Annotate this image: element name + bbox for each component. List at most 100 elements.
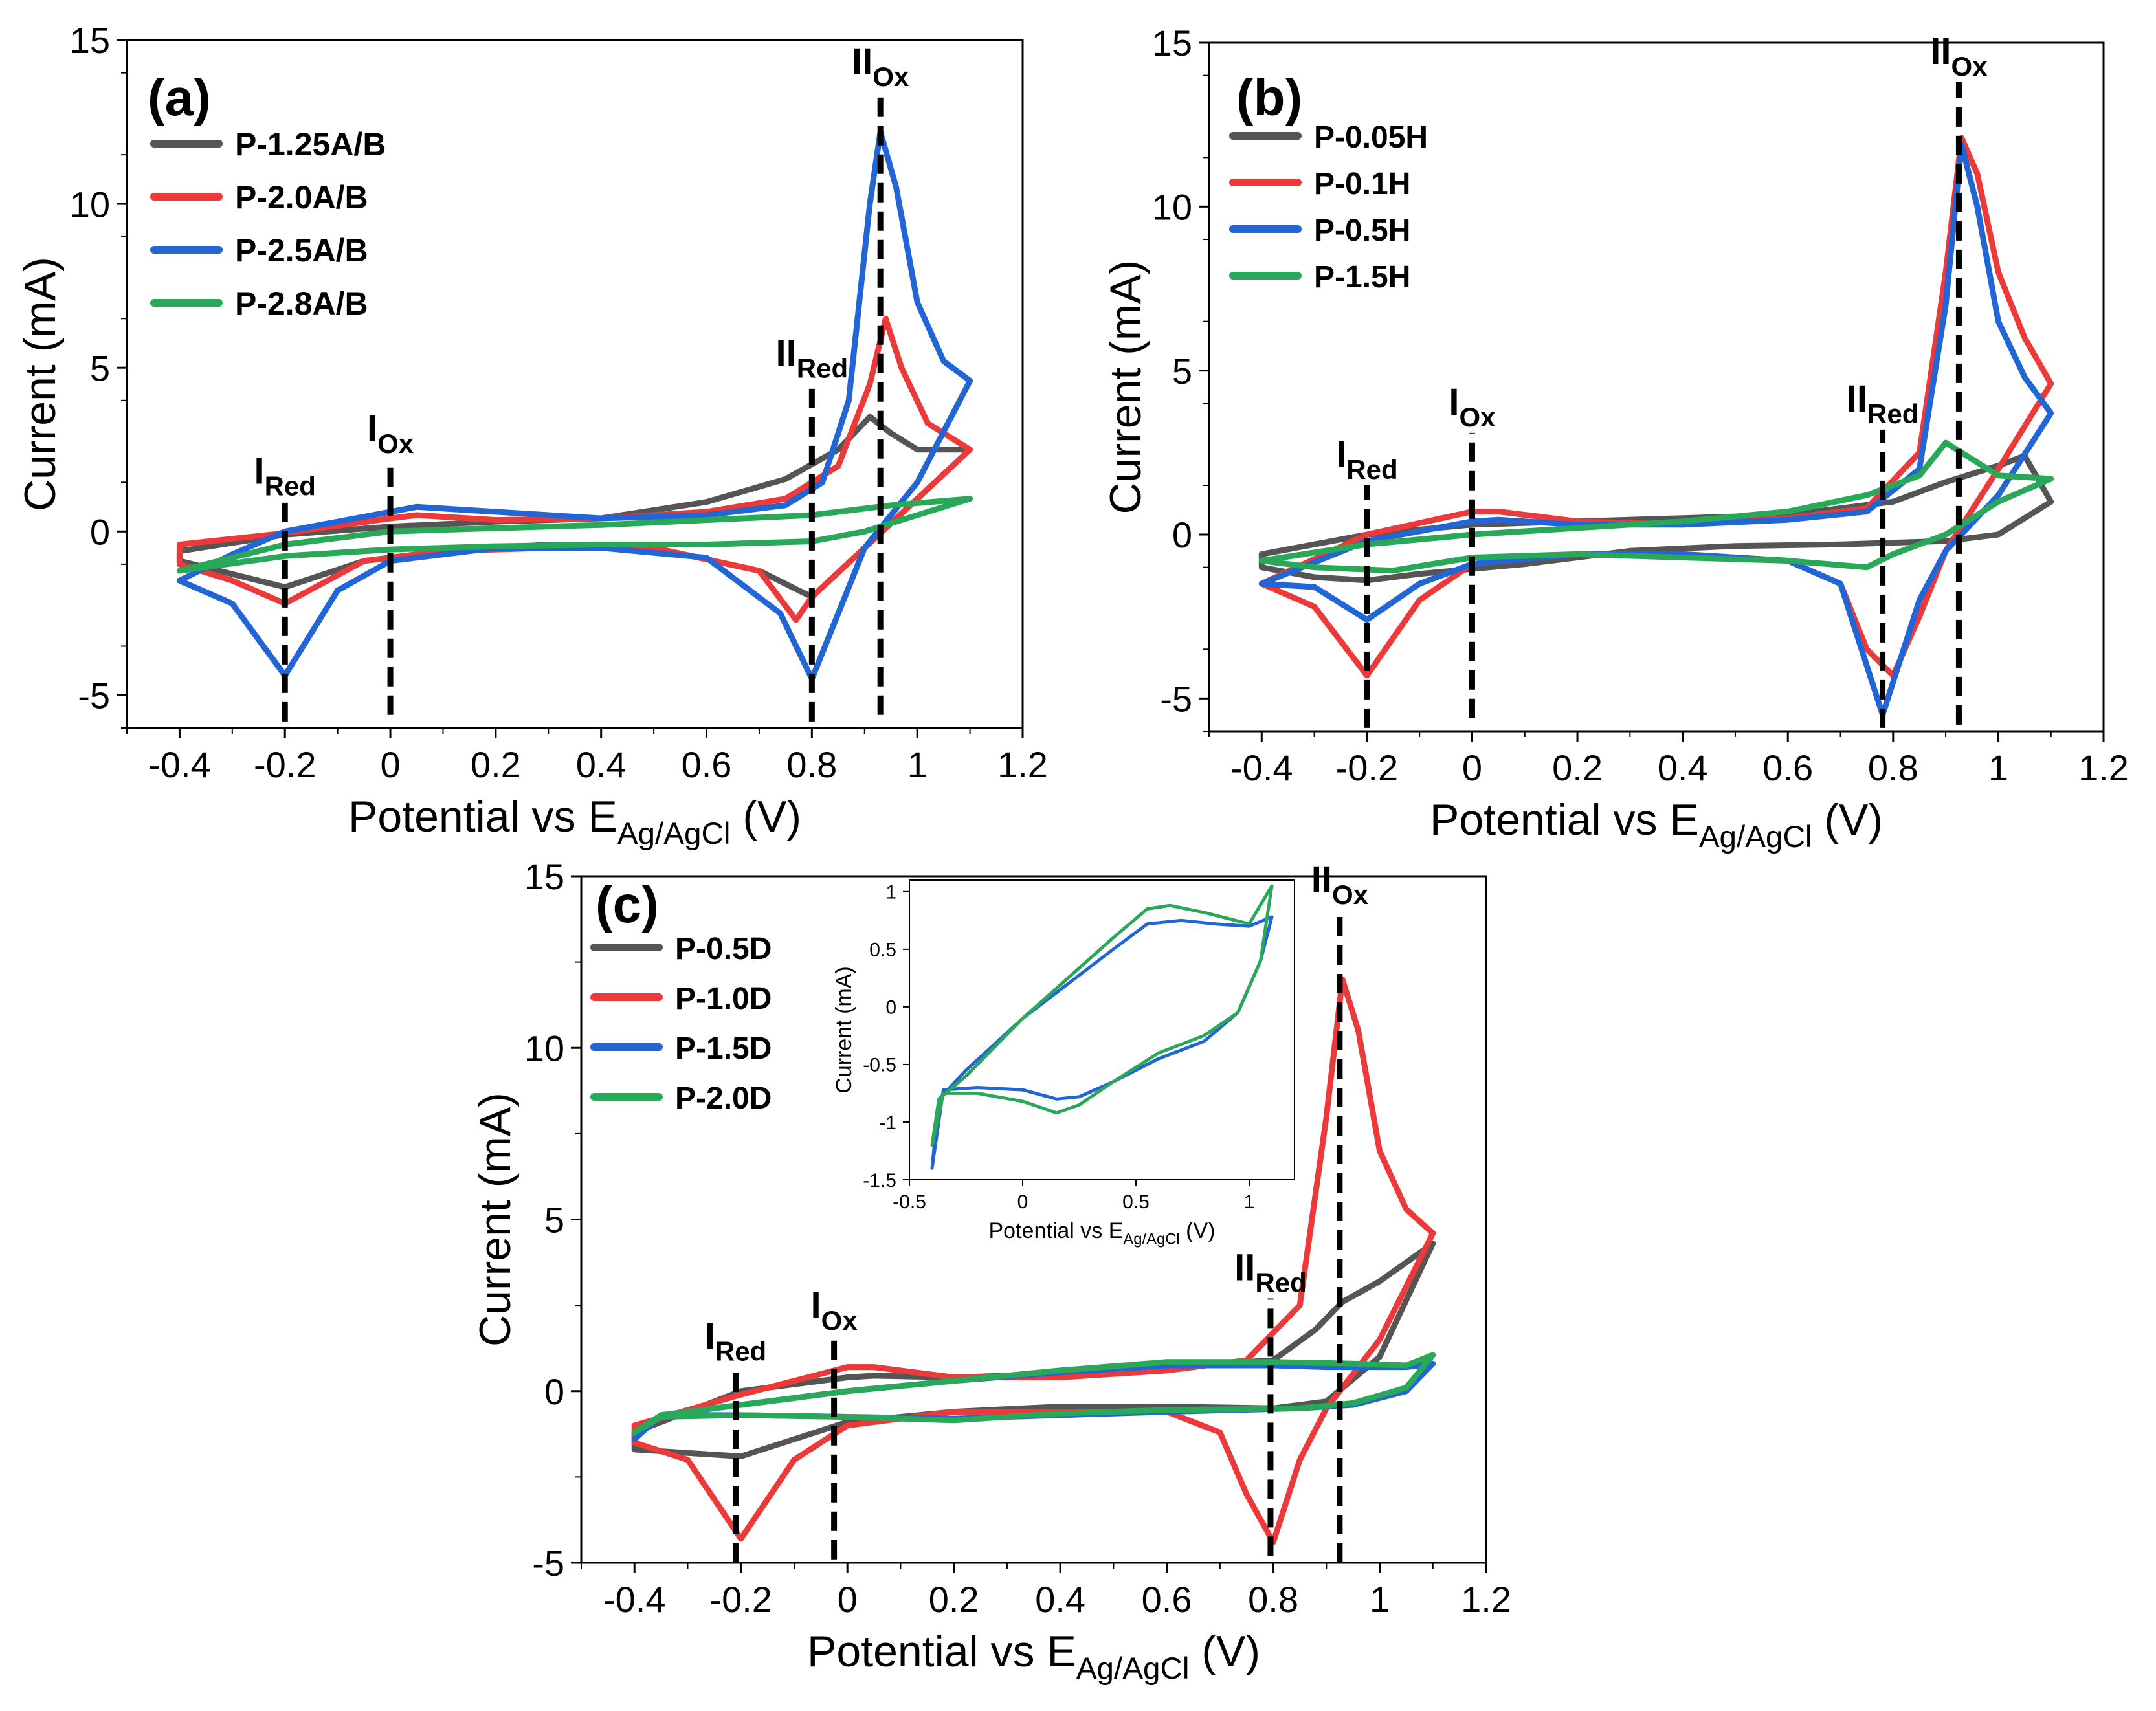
peak-marker-sub: Red xyxy=(1255,1268,1306,1298)
peak-marker-main: II xyxy=(1930,30,1951,72)
x-tick-label: 0.8 xyxy=(1248,1579,1298,1620)
x-tick-label: 0.4 xyxy=(1035,1579,1085,1620)
legend-label: P-1.5D xyxy=(675,1032,772,1066)
series-line-p-0-05h xyxy=(1258,452,2054,584)
series-line-p-2-8a-b xyxy=(176,496,973,574)
series-line-p-1-0d xyxy=(631,976,1436,1545)
series-group xyxy=(1258,135,2054,718)
x-axis-label: Potential vs EAg/AgCl (V) xyxy=(348,792,801,851)
plot-frame xyxy=(1208,41,2105,733)
plot-frame xyxy=(909,879,1295,1180)
y-tick-label: -5 xyxy=(1160,678,1192,719)
x-axis-label-main: Potential vs E xyxy=(1430,795,1699,844)
y-tick-label: 0 xyxy=(1172,514,1192,555)
y-tick-label: 0 xyxy=(885,997,896,1019)
legend-label: P-2.0A/B xyxy=(235,179,368,215)
x-tick-label: 1 xyxy=(1244,1191,1255,1213)
legend: P-0.5D P-1.0D P-1.5D P-2.0D xyxy=(590,932,772,1116)
x-axis-label-main: Potential vs E xyxy=(807,1627,1076,1676)
legend-label: P-2.0D xyxy=(675,1081,772,1116)
plot-frame xyxy=(126,39,1024,729)
peak-marker-sub: Ox xyxy=(821,1305,858,1336)
peak-marker-label: IRed xyxy=(705,1316,766,1367)
y-tick-label: 0 xyxy=(544,1371,564,1412)
peak-marker-main: II xyxy=(852,41,872,83)
y-tick-label: -5 xyxy=(78,676,110,716)
x-tick-label: 0.2 xyxy=(929,1579,979,1620)
x-axis-label: Potential vs EAg/AgCl (V) xyxy=(807,1627,1260,1686)
panel-label: (a) xyxy=(148,69,211,126)
x-axis-label-tail: (V) xyxy=(730,792,801,841)
y-tick-label: 5 xyxy=(1172,351,1192,392)
peak-marker-sub: Red xyxy=(715,1336,766,1367)
y-tick-label: 5 xyxy=(544,1200,564,1241)
peak-marker-main: I xyxy=(705,1316,715,1358)
peak-marker-sub: Red xyxy=(1346,454,1397,485)
legend-label: P-0.05H xyxy=(1314,120,1428,155)
x-axis-label-tail: (V) xyxy=(1189,1627,1260,1676)
peak-marker-main: I xyxy=(254,450,264,492)
series-group xyxy=(930,884,1274,1170)
y-axis-label: Current (mA) xyxy=(832,966,856,1093)
series-line-p-2-5a-b xyxy=(176,129,973,682)
y-tick-label: 15 xyxy=(1152,23,1192,63)
peak-marker-main: I xyxy=(811,1285,821,1327)
legend-label: P-0.1H xyxy=(1314,167,1410,201)
x-tick-label: 0.8 xyxy=(786,744,837,785)
y-tick-label: 1 xyxy=(885,882,896,903)
x-tick-label: 1 xyxy=(1370,1579,1390,1620)
x-axis-label-main: Potential vs E xyxy=(989,1219,1124,1243)
legend: P-1.25A/B P-2.0A/B P-2.5A/B P-2.8A/B xyxy=(150,126,386,322)
legend-label: P-0.5D xyxy=(675,932,772,966)
peak-marker-label: IOx xyxy=(367,408,414,459)
x-axis-label-tail: (V) xyxy=(1180,1219,1216,1243)
peak-marker-main: I xyxy=(367,408,377,450)
peak-marker-main: II xyxy=(1234,1247,1255,1289)
peak-marker-sub: Red xyxy=(265,471,316,502)
x-tick-label: 1.2 xyxy=(997,744,1048,785)
panel-label: (b) xyxy=(1236,69,1302,126)
y-tick-label: 10 xyxy=(1152,186,1192,227)
y-tick-label: -1 xyxy=(879,1112,896,1134)
series-group xyxy=(631,976,1436,1545)
series-line-p-1-25a-b xyxy=(176,414,973,600)
x-tick-label: 0.6 xyxy=(1762,747,1813,788)
x-axis-label-sub: Ag/AgCl xyxy=(1076,1651,1190,1686)
y-tick-label: -0.5 xyxy=(863,1055,896,1076)
y-tick-label: 0.5 xyxy=(869,940,896,961)
x-axis-label: Potential vs EAg/AgCl (V) xyxy=(1430,795,1883,854)
x-tick-label: 0 xyxy=(838,1579,858,1620)
x-tick-label: 1.2 xyxy=(2078,747,2129,788)
peak-marker-label: IOx xyxy=(1449,381,1496,432)
x-tick-label: 0.2 xyxy=(1552,747,1603,788)
x-tick-label: 1.2 xyxy=(1461,1579,1511,1620)
peak-marker-label: IIOx xyxy=(1311,859,1369,910)
series-line-p-2-0d xyxy=(930,884,1274,1147)
y-tick-label: 10 xyxy=(70,184,110,225)
legend-label: P-1.0D xyxy=(675,982,772,1016)
x-tick-label: 0.6 xyxy=(1142,1579,1192,1620)
peak-marker-sub: Red xyxy=(1867,399,1918,429)
x-axis-label-sub: Ag/AgCl xyxy=(1123,1231,1179,1248)
peak-marker-sub: Ox xyxy=(377,428,414,459)
x-tick-label: -0.4 xyxy=(148,744,211,785)
x-tick-label: -0.5 xyxy=(893,1191,926,1213)
peak-marker-sub: Red xyxy=(797,353,848,384)
peak-marker-main: II xyxy=(1311,859,1332,901)
legend-label: P-1.25A/B xyxy=(235,126,386,162)
x-tick-label: 0.6 xyxy=(682,744,732,785)
chart-panel-inset: -0.5 0 0.5 1 -1.5 -1 -0.5 0 0.5 1 Potential vs EAg… xyxy=(832,879,1295,1248)
peak-marker-main: II xyxy=(1847,378,1867,420)
x-axis-label-main: Potential vs E xyxy=(348,792,617,841)
peak-marker-sub: Ox xyxy=(872,61,909,92)
y-tick-label: 5 xyxy=(90,348,110,388)
y-axis-label: Current (mA) xyxy=(16,257,65,511)
x-tick-label: 0.5 xyxy=(1122,1191,1150,1213)
peak-marker-sub: Ox xyxy=(1460,402,1496,432)
y-axis-label: Current (mA) xyxy=(471,1092,520,1347)
legend-label: P-0.5H xyxy=(1314,214,1410,248)
